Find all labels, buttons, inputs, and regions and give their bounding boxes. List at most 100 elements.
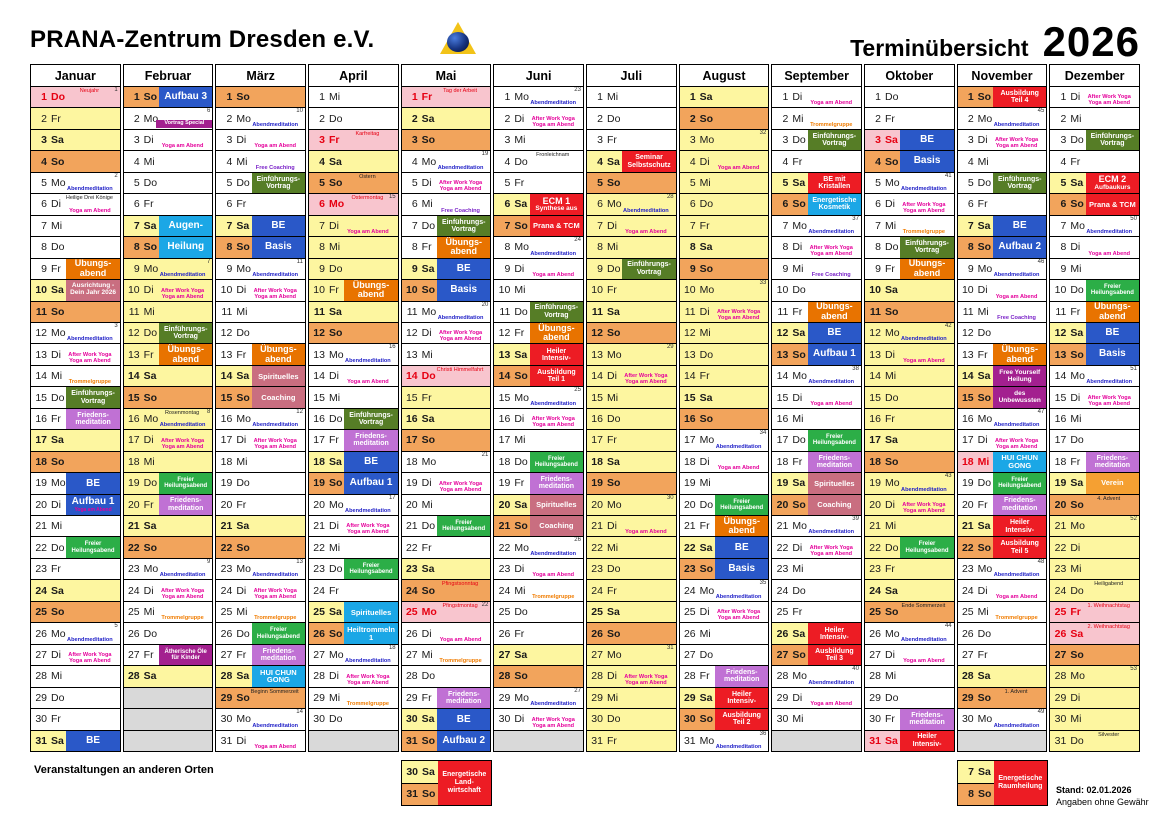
day-cell: 10 Di After Work Yoga Yoga am Abend — [123, 280, 213, 301]
day-label: 13 So — [775, 348, 806, 361]
day-number: 22 — [35, 541, 47, 554]
week-number: 39 — [852, 516, 859, 523]
day-label: 8 Mo — [497, 241, 528, 253]
activity-note: Yoga am Abend — [625, 529, 667, 536]
day-of-week: Do — [421, 520, 436, 533]
day-of-week: Fr — [421, 391, 432, 404]
day-of-week: Fr — [514, 627, 525, 640]
event-block: BE — [344, 451, 398, 473]
day-label: 5 Sa — [1053, 177, 1083, 189]
day-label: 10 Di — [219, 284, 247, 296]
day-of-week: Fr — [884, 412, 895, 425]
day-cell: 29 So 1. Advent — [957, 687, 1047, 709]
day-of-week: Di — [51, 198, 61, 211]
day-of-week: Di — [1070, 541, 1081, 554]
day-number: 3 — [504, 134, 511, 147]
day-cell: 9 Mo 11 Abendmeditation — [216, 258, 305, 280]
day-label: 17 Di — [961, 434, 988, 446]
day-cell: 7 Mo 50 Abendmeditation — [1050, 215, 1139, 237]
day-of-week: So — [514, 670, 528, 683]
month-column-mai: Mai 1 Fr Tag der Arbeit 2 Sa 3 So 4 Mo 19 Abendmedi… — [400, 64, 492, 752]
day-number: 13 — [776, 348, 789, 361]
day-number: 2 — [1060, 112, 1067, 125]
day-label: 21 Mi — [34, 520, 62, 532]
day-number: 5 — [411, 177, 418, 190]
day-of-week: So — [977, 241, 992, 254]
day-label: 4 Sa — [590, 156, 620, 168]
day-of-week: Di — [51, 498, 61, 511]
day-cell: 12 Do Einführungs- Vortrag — [123, 322, 213, 344]
day-number: 8 — [597, 241, 603, 254]
day-number: 19 — [961, 477, 974, 490]
day-label: 31 So — [405, 735, 435, 747]
day-number: 22 — [776, 541, 789, 554]
day-number: 1 — [689, 91, 696, 104]
day-number: 16 — [591, 412, 603, 425]
day-cell: 24 Do — [772, 580, 861, 601]
day-cell: 29 Mi Trommelgruppe — [308, 687, 398, 709]
day-cell: 24 Do Heiligabend — [1050, 580, 1139, 601]
event-block: Übungs-abend — [900, 258, 954, 280]
day-cell: 21 Mi — [864, 516, 954, 537]
day-cell: 8 Mi — [308, 237, 398, 258]
day-label: 9 Fr — [34, 263, 61, 275]
event-block: Übungs-abend — [1085, 301, 1139, 322]
day-number: 20 — [1054, 498, 1067, 511]
day-cell: 23 Mi — [1050, 558, 1139, 580]
day-number: 12 — [591, 327, 603, 340]
day-of-week: Mo — [514, 691, 529, 704]
day-label: 23 Do — [312, 563, 342, 575]
day-number: 19 — [220, 477, 233, 490]
event-block: Basis — [1085, 344, 1139, 365]
day-of-week: Fr — [792, 606, 803, 619]
day-of-week: So — [699, 262, 714, 275]
day-cell: 9 Sa BE — [401, 258, 491, 280]
day-label: 28 Mi — [868, 670, 896, 682]
day-of-week: Do — [884, 691, 899, 704]
day-cell: 18 Mi — [123, 451, 213, 473]
day-number: 8 — [319, 241, 325, 254]
day-number: 16 — [405, 412, 418, 425]
event-block: BE — [251, 215, 305, 237]
activity-note: Yoga am Abend — [1088, 250, 1131, 257]
day-number: 9 — [504, 262, 511, 275]
day-label: 15 Do — [868, 392, 898, 404]
month-header: Februar — [123, 65, 213, 86]
day-cell: 28 Sa — [123, 666, 213, 687]
day-label: 12 Mi — [683, 327, 711, 339]
day-of-week: Mi — [792, 262, 804, 275]
day-number: 13 — [313, 348, 325, 361]
day-number: 28 — [405, 670, 418, 683]
day-cell: 21 Sa Heiler Intensiv- — [957, 516, 1047, 537]
activity-note: Yoga am Abend — [810, 100, 853, 107]
activity-note: After Work Yoga Yoga am Abend — [531, 115, 575, 128]
day-number: 15 — [498, 391, 511, 404]
day-label: 2 Fr — [34, 113, 61, 125]
day-number: 10 — [498, 284, 511, 297]
day-number: 27 — [683, 648, 696, 661]
day-of-week: Di — [699, 155, 710, 168]
day-number: 14 — [683, 370, 696, 383]
day-label: 25 Fr — [775, 606, 803, 619]
day-number: 6 — [133, 198, 140, 211]
day-number: 10 — [961, 284, 974, 297]
day-of-week: Do — [328, 563, 343, 576]
day-of-week: Sa — [1070, 477, 1084, 490]
day-number: 24 — [591, 584, 603, 597]
day-cell: 18 Do Freier Heilungsabend — [494, 451, 583, 473]
day-label: 10 Fr — [590, 284, 617, 296]
day-label: 14 Sa — [127, 370, 157, 382]
day-cell: 17 Mo 34 Abendmeditation — [679, 430, 769, 451]
day-label: 31 Sa — [868, 735, 898, 747]
day-number: 16 — [313, 412, 325, 425]
day-cell: 15 So des Unbewussten — [957, 387, 1047, 408]
activity-note: Trommelgruppe — [439, 658, 482, 665]
day-cell: 5 Fr — [494, 172, 583, 194]
day-cell: 4 Mi — [123, 151, 213, 172]
holiday-note: Heiligabend — [1094, 581, 1124, 588]
day-cell: 19 Fr Friedens-meditation — [494, 473, 583, 494]
day-of-week: Mo — [977, 112, 993, 125]
day-cell: 22 So — [123, 537, 213, 558]
day-label: 2 Sa — [405, 113, 435, 125]
day-label: 25 Mi — [127, 606, 155, 618]
